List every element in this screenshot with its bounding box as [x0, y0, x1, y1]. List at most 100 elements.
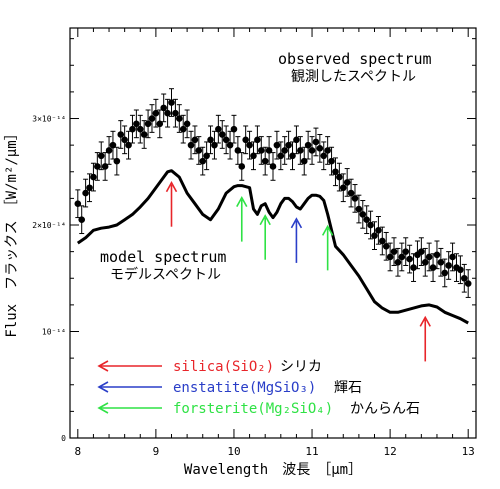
observed-point [172, 109, 179, 117]
observed-series [74, 88, 472, 298]
observed-point [293, 136, 300, 144]
observed-point [207, 136, 214, 144]
legend-arrowhead [97, 402, 109, 414]
observed-point [410, 264, 417, 271]
observed-point [425, 253, 433, 261]
observed-point [371, 232, 378, 239]
observed-point [199, 157, 207, 165]
observed-point [117, 131, 125, 138]
observed-point [445, 262, 452, 269]
observed-point [324, 147, 331, 154]
observed-point [238, 163, 246, 170]
observed-point [273, 141, 281, 149]
observed-point [379, 237, 386, 245]
feature-arrowhead [321, 224, 334, 236]
observed-point [418, 248, 425, 255]
x-tick-label: 8 [74, 445, 81, 458]
observed-point [269, 163, 277, 170]
observed-point [183, 120, 191, 128]
observed-point [140, 131, 148, 138]
observed-point [375, 227, 382, 234]
observed-point [441, 269, 449, 277]
observed-point [449, 253, 456, 261]
observed-point [433, 251, 441, 259]
observed-point [168, 99, 175, 106]
observed-point [113, 157, 121, 165]
observed-point [105, 147, 113, 154]
observed-point [152, 109, 160, 117]
observed-point [195, 147, 203, 154]
observed-point [121, 136, 128, 144]
x-tick-label: 9 [153, 445, 160, 458]
observed-point [320, 152, 328, 160]
observed-point [394, 258, 402, 266]
observed-point [297, 147, 304, 154]
observed-point [133, 120, 140, 128]
observed-label: observed spectrum [278, 50, 432, 68]
y-tick-label: 2×10⁻¹⁴ [32, 221, 66, 230]
observed-point [390, 248, 398, 255]
observed-point [316, 145, 324, 152]
observed-point [464, 280, 472, 287]
observed-point [347, 189, 355, 197]
legend-label-ja: シリカ [280, 359, 322, 375]
observed-point [129, 125, 136, 133]
observed-point [246, 141, 253, 149]
x-tick-label: 10 [227, 445, 240, 458]
observed-label-ja: 観測したスペクトル [291, 68, 416, 85]
observed-point [82, 189, 89, 197]
observed-point [97, 152, 105, 160]
x-tick-label: 13 [462, 445, 475, 458]
y-tick-label: 0 [61, 434, 66, 443]
feature-arrowhead [259, 214, 271, 226]
observed-point [460, 274, 468, 282]
y-axis-label: Flux フラックス ［W/m²/μm］ [4, 126, 20, 337]
observed-point [339, 184, 347, 192]
observed-point [191, 136, 199, 144]
observed-point [429, 264, 437, 271]
observed-point [160, 104, 167, 112]
observed-point [351, 195, 359, 202]
observed-point [144, 120, 152, 128]
observed-point [312, 138, 320, 146]
observed-point [230, 125, 238, 133]
x-axis-label: Wavelength 波長 ［μm］ [184, 462, 362, 478]
plot-frame [69, 27, 477, 439]
observed-point [457, 266, 464, 274]
observed-point [222, 136, 230, 144]
x-tick-label: 12 [383, 445, 396, 458]
observed-point [281, 147, 289, 154]
observed-point [363, 216, 370, 223]
feature-arrowhead [165, 181, 178, 193]
observed-point [136, 125, 144, 133]
observed-point [187, 141, 195, 149]
observed-point [355, 205, 363, 213]
legend-label: forsterite(Mg₂SiO₄) [173, 401, 333, 417]
observed-point [382, 243, 390, 250]
observed-point [215, 125, 222, 133]
observed-point [308, 147, 316, 154]
observed-point [402, 248, 410, 255]
observed-point [277, 152, 285, 160]
legend-arrowhead [97, 360, 109, 372]
legend-label-ja: かんらん石 [350, 401, 420, 417]
observed-point [78, 216, 86, 223]
x-tick-label: 11 [305, 445, 318, 458]
observed-point [179, 125, 187, 133]
legend-label: silica(SiO₂) [173, 359, 274, 375]
observed-point [90, 173, 97, 181]
y-tick-label: 3×10⁻¹⁴ [32, 115, 66, 124]
model-label: model spectrum [100, 248, 226, 266]
observed-point [176, 115, 183, 122]
feature-arrowhead [419, 315, 431, 327]
observed-point [242, 136, 249, 144]
feature-arrowhead [236, 195, 248, 207]
observed-point [437, 258, 445, 266]
observed-point [94, 163, 101, 170]
legend-arrowhead [97, 381, 109, 393]
model-spectrum-line [76, 169, 469, 325]
y-tick-label: 10⁻¹⁴ [42, 328, 66, 337]
observed-point [386, 253, 394, 261]
observed-point [218, 131, 226, 138]
